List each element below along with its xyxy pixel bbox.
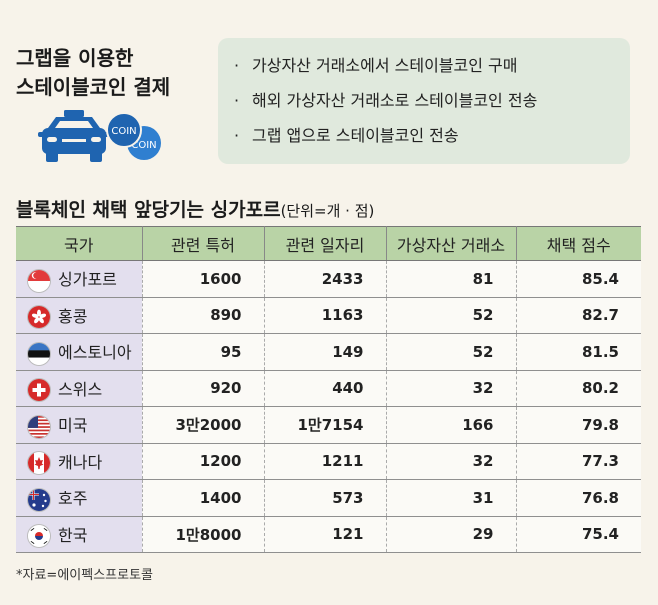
payment-step: · 가상자산 거래소에서 스테이블코인 구매 [234, 48, 630, 83]
taxi-coin-icon: COIN COIN [38, 110, 161, 162]
table-row: 캐나다 1200 1211 32 77.3 [16, 443, 641, 480]
usa-flag-icon [28, 415, 50, 438]
patents-cell: 95 [141, 333, 265, 371]
payment-step-text: 그랩 앱으로 스테이블코인 전송 [252, 126, 459, 145]
south-korea-flag-icon [28, 525, 50, 547]
blockchain-adoption-table: 국가 관련 특허 관련 일자리 가상자산 거래소 채택 점수 싱가포르 1600 2… [16, 226, 641, 553]
payment-step-text: 가상자산 거래소에서 스테이블코인 구매 [252, 56, 518, 75]
exchanges-cell: 32 [385, 370, 517, 407]
table-row: 스위스 920 440 32 80.2 [16, 370, 641, 407]
jobs-cell: 149 [263, 333, 387, 371]
jobs-cell: 1만7154 [263, 406, 387, 444]
score-cell: 75.4 [515, 516, 641, 553]
jobs-cell: 121 [263, 516, 387, 553]
bullet: · [234, 126, 240, 145]
patents-cell: 890 [141, 297, 265, 334]
country-cell: 한국 [16, 516, 143, 553]
coin-label-back: COIN [131, 140, 156, 151]
switzerland-flag-icon [28, 379, 50, 401]
table-unit: (단위=개 · 점) [280, 202, 375, 220]
jobs-cell: 573 [263, 479, 387, 517]
bullet: · [234, 91, 240, 110]
table-row: 에스토니아 95 149 52 81.5 [16, 333, 641, 371]
column-header-jobs: 관련 일자리 [263, 226, 387, 261]
jobs-cell: 1211 [263, 443, 387, 480]
australia-flag-icon [28, 488, 50, 511]
score-cell: 82.7 [515, 297, 641, 334]
estonia-flag-icon [28, 342, 50, 365]
score-cell: 79.8 [515, 406, 641, 444]
country-cell: 호주 [16, 479, 143, 517]
exchanges-cell: 31 [385, 479, 517, 517]
country-cell: 스위스 [16, 370, 143, 407]
table-header-row: 국가 관련 특허 관련 일자리 가상자산 거래소 채택 점수 [16, 226, 641, 261]
country-name: 미국 [58, 416, 88, 435]
patents-cell: 1200 [141, 443, 265, 480]
patents-cell: 920 [141, 370, 265, 407]
score-cell: 77.3 [515, 443, 641, 480]
country-name: 스위스 [58, 379, 103, 399]
exchanges-cell: 52 [385, 297, 517, 334]
grab-payment-title: 그랩을 이용한 스테이블코인 결제 [16, 44, 170, 102]
country-name: 한국 [58, 525, 88, 545]
score-cell: 80.2 [515, 370, 641, 407]
source-footnote: *자료=에이펙스프로토콜 [16, 568, 153, 583]
column-header-score: 채택 점수 [515, 226, 641, 261]
hong-kong-flag-icon [28, 306, 50, 328]
bullet: · [234, 56, 240, 75]
grab-payment-title-line2: 스테이블코인 결제 [16, 75, 171, 99]
country-cell: 홍콩 [16, 297, 143, 334]
payment-step-text: 해외 가상자산 거래소로 스테이블코인 전송 [252, 91, 538, 110]
score-cell: 76.8 [515, 479, 641, 517]
coin-label-front: COIN [111, 126, 136, 137]
jobs-cell: 2433 [263, 260, 387, 298]
country-name: 싱가포르 [58, 270, 117, 289]
table-row: 홍콩 890 1163 52 82.7 [16, 297, 641, 334]
column-header-patents: 관련 특허 [141, 226, 265, 261]
grab-payment-title-line1: 그랩을 이용한 [16, 46, 134, 70]
patents-cell: 1400 [141, 479, 265, 517]
country-name: 호주 [58, 489, 88, 508]
column-header-exchanges: 가상자산 거래소 [385, 226, 517, 261]
table-row: 한국 1만8000 121 29 75.4 [16, 516, 641, 553]
country-name: 캐나다 [58, 452, 103, 472]
column-header-country: 국가 [16, 226, 143, 261]
canada-flag-icon [28, 452, 50, 474]
country-cell: 미국 [16, 406, 143, 444]
country-cell: 싱가포르 [16, 260, 143, 298]
singapore-flag-icon [28, 269, 50, 292]
patents-cell: 3만2000 [141, 406, 265, 444]
jobs-cell: 440 [263, 370, 387, 407]
jobs-cell: 1163 [263, 297, 387, 334]
score-cell: 81.5 [515, 333, 641, 371]
table-row: 호주 1400 573 31 76.8 [16, 479, 641, 517]
payment-step: · 해외 가상자산 거래소로 스테이블코인 전송 [234, 83, 630, 118]
patents-cell: 1만8000 [141, 516, 265, 553]
taxi-icon [38, 110, 110, 162]
country-cell: 에스토니아 [16, 333, 143, 371]
country-name: 홍콩 [58, 306, 88, 326]
exchanges-cell: 81 [385, 260, 517, 298]
payment-step: · 그랩 앱으로 스테이블코인 전송 [234, 118, 630, 153]
payment-steps-box: · 가상자산 거래소에서 스테이블코인 구매 · 해외 가상자산 거래소로 스테이블… [218, 38, 630, 164]
coin-icon: COIN COIN [106, 112, 161, 160]
exchanges-cell: 32 [385, 443, 517, 480]
table-title: 블록체인 채택 앞당기는 싱가포르(단위=개 · 점) [16, 195, 374, 222]
table-row: 미국 3만2000 1만7154 166 79.8 [16, 406, 641, 444]
exchanges-cell: 29 [385, 516, 517, 553]
exchanges-cell: 166 [385, 406, 517, 444]
score-cell: 85.4 [515, 260, 641, 298]
country-cell: 캐나다 [16, 443, 143, 480]
patents-cell: 1600 [141, 260, 265, 298]
country-name: 에스토니아 [58, 343, 132, 362]
exchanges-cell: 52 [385, 333, 517, 371]
table-title-text: 블록체인 채택 앞당기는 싱가포르 [16, 199, 281, 221]
table-row: 싱가포르 1600 2433 81 85.4 [16, 260, 641, 298]
